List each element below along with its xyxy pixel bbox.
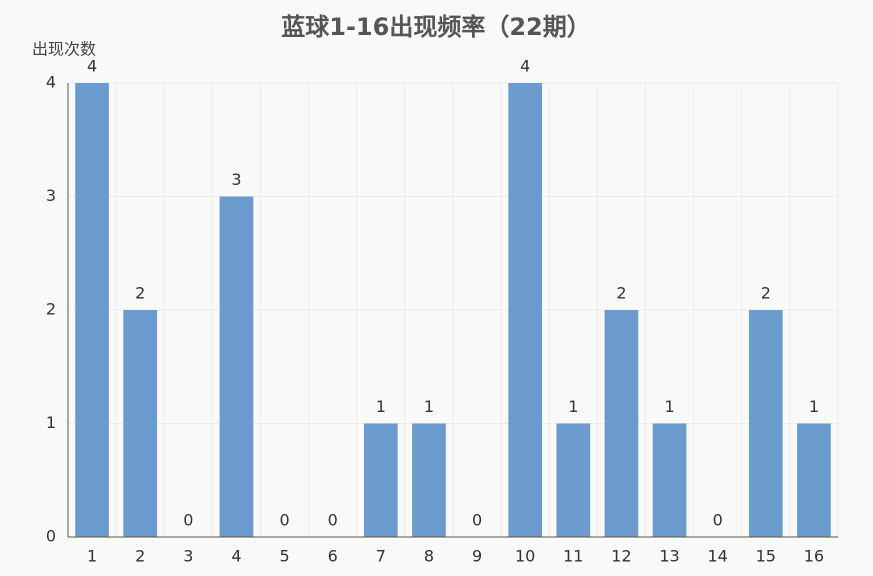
x-tick-label: 16 — [804, 547, 824, 566]
value-label: 0 — [279, 511, 289, 530]
value-label: 0 — [183, 511, 193, 530]
value-label: 4 — [520, 57, 530, 76]
y-tick-label: 3 — [46, 186, 56, 205]
bar — [797, 423, 831, 537]
value-label: 1 — [664, 397, 674, 416]
bar — [75, 83, 109, 537]
x-tick-label: 15 — [756, 547, 776, 566]
value-label: 0 — [472, 511, 482, 530]
x-tick-label: 2 — [135, 547, 145, 566]
bar — [363, 423, 398, 537]
x-tick-label: 5 — [279, 547, 289, 566]
bar — [556, 423, 591, 537]
value-label: 1 — [568, 397, 578, 416]
x-tick-label: 11 — [563, 547, 583, 566]
bar — [219, 196, 254, 537]
x-tick-label: 6 — [328, 547, 338, 566]
x-tick-label: 3 — [183, 547, 193, 566]
value-label: 0 — [713, 511, 723, 530]
x-tick-label: 13 — [659, 547, 679, 566]
y-tick-label: 2 — [46, 300, 56, 319]
x-tick-label: 9 — [472, 547, 482, 566]
x-tick-label: 7 — [376, 547, 386, 566]
bar — [508, 83, 543, 537]
value-label: 1 — [809, 397, 819, 416]
value-label: 0 — [328, 511, 338, 530]
value-label: 2 — [761, 284, 771, 303]
value-label: 3 — [231, 170, 241, 189]
x-tick-label: 8 — [424, 547, 434, 566]
value-label: 2 — [135, 284, 145, 303]
bar — [412, 423, 446, 537]
value-label: 1 — [424, 397, 434, 416]
bar — [748, 310, 783, 537]
bar — [604, 310, 639, 537]
x-tick-label: 10 — [515, 547, 535, 566]
value-label: 2 — [616, 284, 626, 303]
bar — [123, 310, 158, 537]
chart-title: 蓝球1-16出现频率（22期） — [281, 13, 590, 41]
y-tick-label: 4 — [46, 73, 56, 92]
value-label: 4 — [87, 57, 97, 76]
x-tick-label: 1 — [87, 547, 97, 566]
x-tick-label: 12 — [611, 547, 631, 566]
y-tick-label: 0 — [46, 527, 56, 546]
y-tick-label: 1 — [46, 413, 56, 432]
bar — [652, 423, 687, 537]
x-tick-label: 4 — [231, 547, 241, 566]
value-label: 1 — [376, 397, 386, 416]
y-axis-label: 出现次数 — [32, 40, 96, 59]
x-tick-label: 14 — [708, 547, 728, 566]
